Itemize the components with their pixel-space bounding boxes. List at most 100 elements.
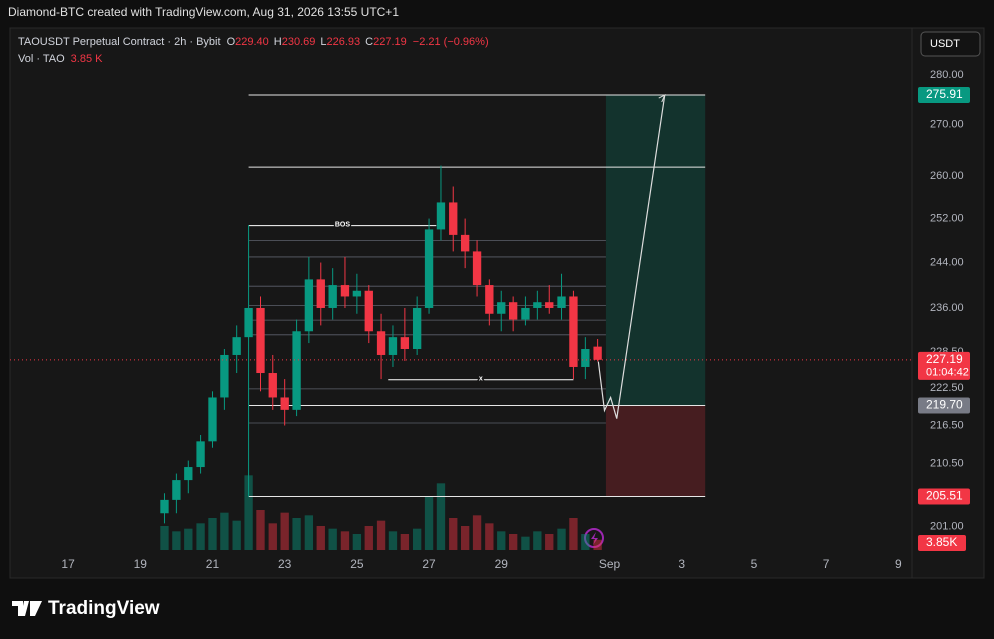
volume-bar — [352, 534, 362, 550]
credit: Diamond-BTC created with TradingView.com… — [8, 5, 399, 19]
candle-body — [412, 307, 422, 350]
c-key: C — [365, 36, 373, 48]
x-tick-label: Sep — [599, 557, 621, 571]
candle-body — [232, 337, 241, 355]
candle-body — [316, 279, 325, 308]
h-key: H — [274, 36, 282, 48]
currency-button[interactable] — [920, 31, 981, 57]
candle-body — [268, 373, 277, 398]
volume-bar — [388, 531, 398, 550]
price-tag-label: 219.70 — [926, 398, 963, 412]
currency[interactable]: USDT — [930, 38, 960, 50]
x-tick-label: 17 — [61, 557, 75, 571]
stop-zone — [605, 405, 706, 497]
candle-body — [521, 307, 530, 320]
candle-body — [508, 302, 518, 320]
candle-body — [292, 331, 301, 410]
projection-arrow — [658, 93, 666, 103]
y-tick-label: 210.50 — [930, 458, 964, 470]
candle-body — [400, 337, 410, 350]
volume-bar — [533, 531, 542, 550]
volume-tag-label: 3.85K — [926, 535, 957, 549]
price-tag — [918, 351, 970, 380]
volume-bar — [292, 518, 301, 550]
volume-bar — [521, 536, 530, 550]
x-tick-label: 23 — [278, 557, 292, 571]
x-tick-label: 29 — [495, 557, 509, 571]
volume-legend: Vol · TAO 3.85 K — [18, 53, 103, 65]
brand-name: TradingView — [48, 598, 160, 619]
volume-bar — [376, 520, 386, 550]
volume-bar — [460, 526, 470, 550]
candle-body — [376, 331, 386, 355]
volume-bar — [268, 523, 277, 550]
candle-body — [172, 480, 181, 500]
projection-path — [597, 94, 666, 419]
vol-value: 3.85 K — [71, 53, 103, 65]
candle-body — [460, 234, 470, 252]
symbol: TAOUSDT Perpetual Contract · 2h · Bybit — [18, 36, 221, 48]
candle-body — [485, 285, 494, 314]
volume-bar — [364, 526, 373, 550]
volume-tag — [918, 535, 966, 551]
volume-bar — [545, 534, 554, 550]
volume-bar — [412, 528, 422, 550]
volume-bar — [244, 475, 253, 550]
candle-body — [328, 285, 337, 308]
volume-bar — [304, 515, 314, 550]
volume-bar — [436, 483, 446, 550]
volume-bar — [172, 531, 181, 550]
x-tick-label: 25 — [350, 557, 364, 571]
candle-body — [497, 302, 506, 314]
high: 230.69 — [282, 36, 316, 48]
volume-bar — [160, 526, 169, 550]
candle-body — [364, 290, 373, 332]
volume-bar — [316, 526, 325, 550]
candle-body — [196, 441, 205, 468]
y-tick-label: 252.00 — [930, 212, 964, 224]
volume-bar — [581, 534, 590, 550]
vol-label: Vol · TAO — [18, 53, 65, 65]
price-tag-label: 205.51 — [926, 489, 963, 503]
candle-body — [244, 307, 253, 338]
open: 229.40 — [235, 36, 269, 48]
candle-body — [545, 302, 554, 308]
x-tick-label: 19 — [134, 557, 148, 571]
y-tick-label: 270.00 — [930, 118, 964, 130]
l-key: L — [320, 36, 326, 48]
price-tag-label: 227.19 — [926, 352, 963, 366]
volume-bar — [232, 520, 241, 550]
candle-body — [557, 296, 566, 308]
candle-body — [581, 349, 590, 367]
countdown: 01:04:42 — [926, 367, 969, 379]
price-tag-label: 275.91 — [926, 87, 963, 101]
x-tick-label: 27 — [422, 557, 436, 571]
volume-bar — [497, 531, 506, 550]
candle-body — [304, 279, 314, 332]
candle-body — [569, 296, 578, 367]
volume-bar — [485, 523, 494, 550]
y-tick-label: 236.00 — [930, 302, 964, 314]
volume-bar — [569, 518, 578, 550]
candle-body — [352, 290, 362, 297]
volume-bar — [196, 523, 205, 550]
candle-body — [388, 337, 398, 355]
alert-icon[interactable] — [584, 528, 604, 548]
x-tick-label: 7 — [823, 557, 830, 571]
change: −2.21 (−0.96%) — [413, 36, 489, 48]
volume-bar — [208, 518, 217, 550]
price-tag — [918, 87, 970, 104]
low: 226.93 — [327, 36, 361, 48]
brand-logo — [12, 601, 42, 616]
target-zone — [605, 95, 706, 406]
volume-bar — [424, 496, 434, 550]
y-tick-label: 216.50 — [930, 419, 964, 431]
volume-bar — [400, 534, 410, 550]
price-tag — [918, 397, 970, 414]
low-line-label: x — [479, 376, 483, 383]
y-tick-label: 280.00 — [930, 69, 964, 81]
volume-bar — [256, 510, 265, 550]
price-tag — [918, 488, 970, 505]
volume-bar — [557, 528, 566, 550]
close: 227.19 — [373, 36, 407, 48]
